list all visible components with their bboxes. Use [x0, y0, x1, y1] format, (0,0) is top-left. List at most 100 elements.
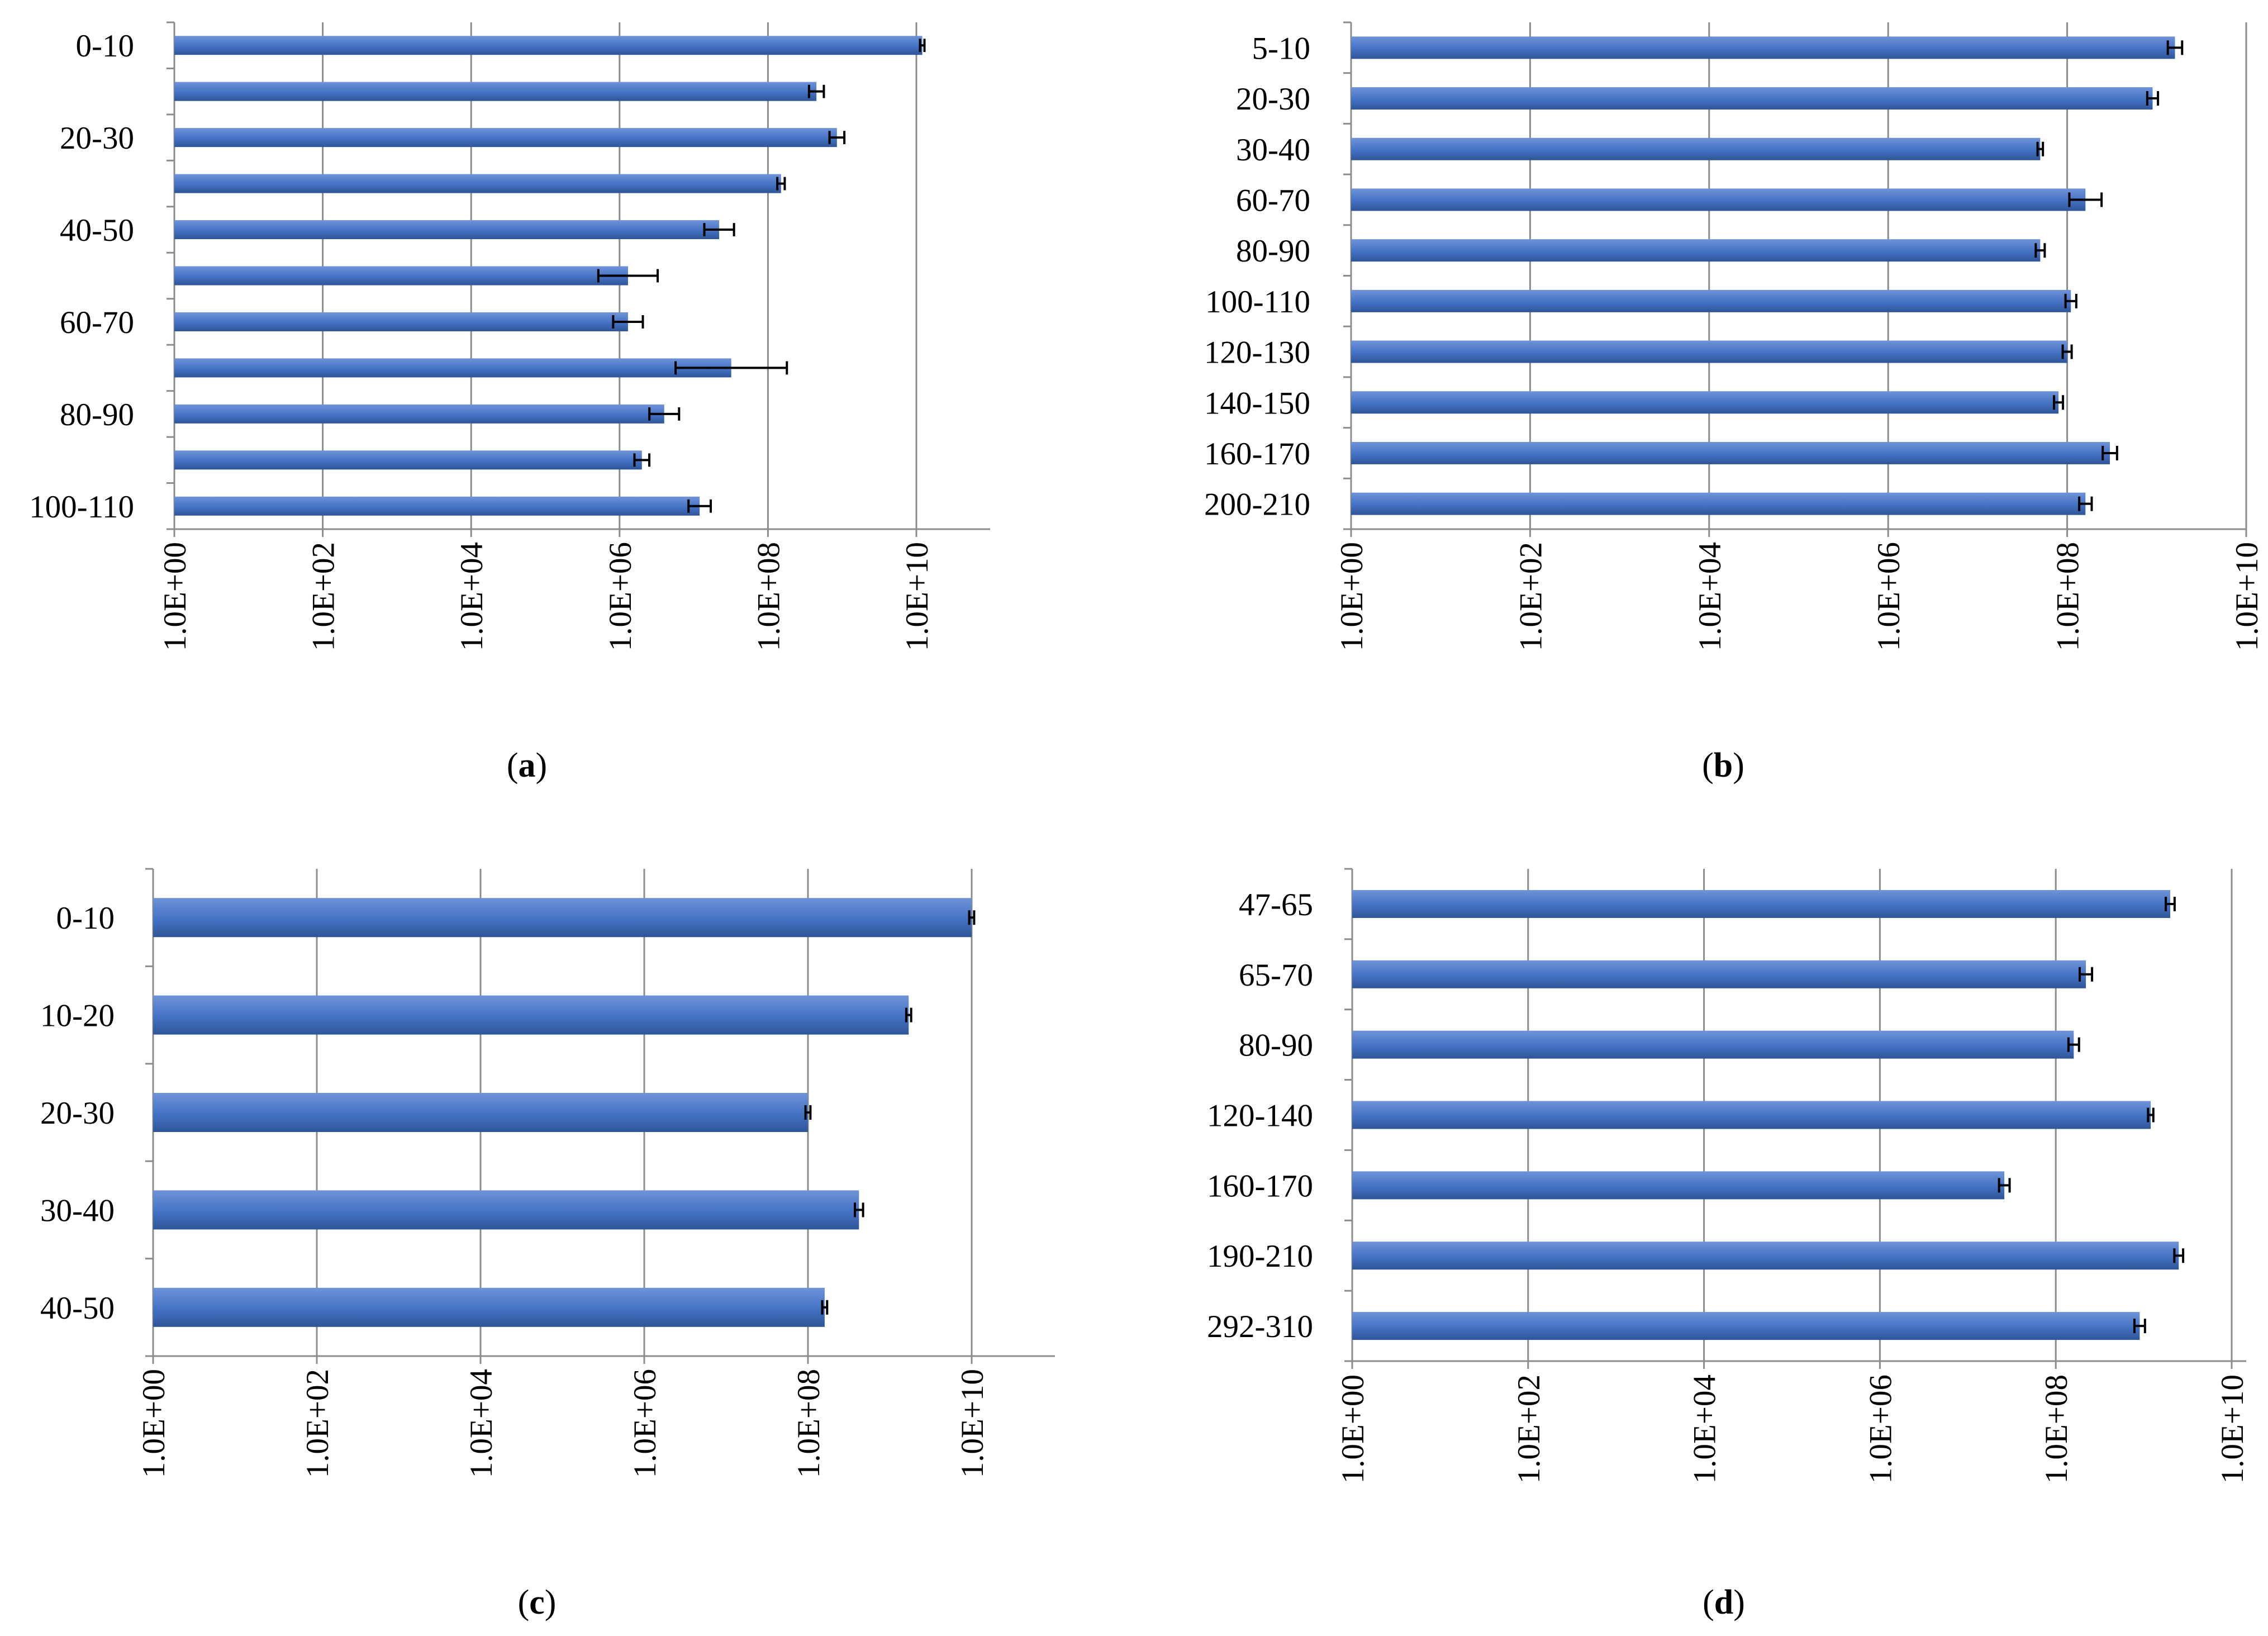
bar-a-3: [174, 174, 781, 193]
caption-d: (d): [1703, 1583, 1745, 1621]
x-tick-label-c-3: 1.0E+06: [627, 1369, 663, 1478]
category-label-b-1: 20-30: [1236, 82, 1310, 117]
error-bar-b-9: [2078, 496, 2093, 511]
x-tick-label-c-2: 1.0E+04: [464, 1369, 499, 1478]
category-label-a-0: 0-10: [76, 28, 134, 64]
category-label-d-1: 65-70: [1239, 958, 1313, 993]
bar-d-4: [1352, 1171, 2005, 1200]
error-bar-c-2: [804, 1105, 812, 1120]
error-bar-c-0: [968, 910, 976, 925]
bar-a-1: [174, 82, 817, 101]
bar-a-9: [174, 450, 642, 470]
error-bar-c-1: [905, 1007, 912, 1022]
category-label-a-8: 80-90: [60, 397, 134, 432]
category-label-d-2: 80-90: [1239, 1028, 1313, 1063]
category-label-b-8: 160-170: [1204, 436, 1310, 472]
x-tick-label-d-2: 1.0E+04: [1687, 1375, 1723, 1483]
category-label-d-4: 160-170: [1207, 1168, 1313, 1204]
x-tick-label-a-4: 1.0E+08: [751, 542, 786, 651]
x-tick-label-b-2: 1.0E+04: [1692, 542, 1728, 651]
x-tick-label-a-3: 1.0E+06: [603, 542, 638, 651]
bar-d-6: [1352, 1312, 2140, 1340]
bar-b-8: [1351, 441, 2110, 464]
chart-b-svg: 1.0E+00 1.0E+02 1.0E+04 1.0E+06 1.0E+08 1.0E+…: [1204, 21, 2265, 651]
error-bar-b-8: [2101, 445, 2118, 460]
error-bar-d-3: [2147, 1107, 2155, 1123]
category-label-c-0: 0-10: [56, 901, 115, 936]
error-bar-b-6: [2061, 344, 2073, 359]
bar-c-4: [153, 1287, 825, 1327]
bar-c-0: [153, 898, 972, 938]
error-bar-b-1: [2146, 91, 2160, 106]
caption-d-letter: d: [1714, 1583, 1734, 1621]
bar-a-2: [174, 128, 837, 148]
category-label-d-3: 120-140: [1207, 1098, 1313, 1134]
x-tick-label-a-1: 1.0E+02: [306, 542, 341, 651]
error-bar-d-1: [2079, 967, 2094, 982]
chart-panel-c: 1.0E+00 1.0E+02 1.0E+04 1.0E+06 1.0E+08 1.0E+…: [0, 838, 1062, 1537]
category-label-c-4: 40-50: [40, 1291, 115, 1326]
category-label-b-3: 60-70: [1236, 183, 1310, 218]
x-tick-label-c-5: 1.0E+10: [955, 1369, 990, 1478]
error-bar-b-2: [2036, 141, 2044, 156]
bar-a-0: [174, 36, 923, 55]
bar-d-5: [1352, 1242, 2179, 1270]
caption-c: (c): [517, 1583, 557, 1621]
x-tick-label-b-5: 1.0E+10: [2229, 542, 2265, 651]
chart-c-svg: 1.0E+00 1.0E+02 1.0E+04 1.0E+06 1.0E+08 1.0E+…: [40, 868, 1055, 1478]
category-label-b-7: 140-150: [1204, 386, 1310, 421]
category-label-c-1: 10-20: [40, 998, 115, 1034]
bar-d-2: [1352, 1030, 2074, 1059]
x-tick-label-b-1: 1.0E+02: [1513, 542, 1548, 651]
x-tick-label-c-0: 1.0E+00: [136, 1369, 172, 1478]
x-tick-label-d-0: 1.0E+00: [1335, 1375, 1371, 1483]
x-tick-label-d-1: 1.0E+02: [1511, 1375, 1547, 1483]
error-bar-d-5: [2173, 1248, 2185, 1263]
bar-d-0: [1352, 890, 2170, 918]
bar-b-2: [1351, 137, 2041, 160]
bar-d-3: [1352, 1101, 2151, 1129]
category-label-a-2: 20-30: [60, 121, 134, 156]
chart-panel-b: 1.0E+00 1.0E+02 1.0E+04 1.0E+06 1.0E+08 1.0E+…: [1118, 0, 2268, 670]
bar-b-7: [1351, 391, 2059, 414]
x-tick-label-c-4: 1.0E+08: [791, 1369, 826, 1478]
caption-c-letter: c: [529, 1583, 545, 1621]
error-bar-a-1: [807, 84, 825, 98]
x-tick-label-a-0: 1.0E+00: [158, 542, 193, 651]
error-bar-d-6: [2133, 1319, 2146, 1334]
error-bar-a-3: [776, 177, 786, 191]
error-bar-b-7: [2053, 395, 2065, 410]
caption-a-letter: a: [518, 746, 536, 784]
error-bar-a-6: [612, 315, 644, 329]
error-bar-a-2: [828, 131, 846, 145]
error-bar-a-8: [648, 407, 681, 421]
x-tick-label-d-4: 1.0E+08: [2039, 1375, 2074, 1483]
error-bar-d-2: [2067, 1037, 2080, 1052]
bar-c-2: [153, 1093, 808, 1132]
error-bar-a-10: [687, 499, 712, 513]
bar-a-10: [174, 496, 700, 516]
bar-a-6: [174, 312, 628, 331]
bar-b-6: [1351, 340, 2067, 363]
chart-a-svg: 1.0E+00 1.0E+02 1.0E+04 1.0E+06 1.0E+08 1.0E+…: [29, 21, 990, 651]
x-tick-label-b-4: 1.0E+08: [2051, 542, 2086, 651]
category-label-b-0: 5-10: [1252, 31, 1310, 66]
error-bar-b-3: [2068, 192, 2103, 207]
category-label-b-4: 80-90: [1236, 234, 1310, 269]
chart-panel-d: 1.0E+00 1.0E+02 1.0E+04 1.0E+06 1.0E+08 1.0E+…: [1118, 838, 2268, 1537]
category-label-d-6: 292-310: [1207, 1309, 1313, 1344]
x-tick-label-c-1: 1.0E+02: [300, 1369, 335, 1478]
error-bar-b-5: [2064, 293, 2077, 308]
bar-c-1: [153, 995, 909, 1035]
bar-a-4: [174, 220, 720, 240]
category-label-a-4: 40-50: [60, 213, 134, 248]
error-bar-a-0: [919, 39, 926, 53]
error-bar-a-9: [633, 453, 651, 467]
caption-b-letter: b: [1713, 746, 1733, 784]
error-bar-b-0: [2166, 40, 2184, 55]
bar-a-5: [174, 266, 628, 286]
caption-a: (a): [506, 746, 548, 784]
bar-b-5: [1351, 289, 2071, 312]
bar-b-3: [1351, 188, 2086, 211]
x-tick-label-a-5: 1.0E+10: [900, 542, 935, 651]
